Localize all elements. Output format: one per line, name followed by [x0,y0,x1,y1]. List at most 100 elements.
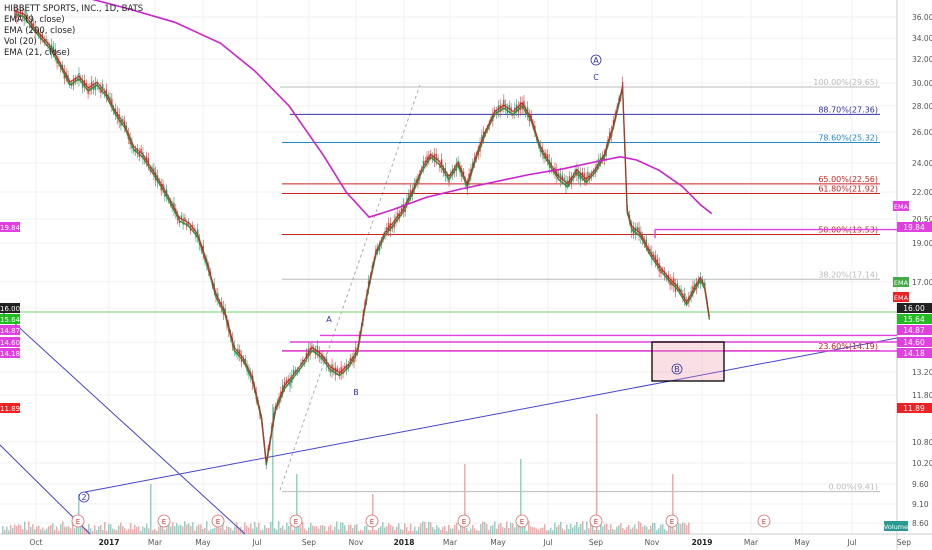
volume-bar [198,524,200,534]
legend-ema9[interactable]: EMA (9, close) [4,15,65,25]
candle-body [645,239,648,246]
volume-bar [246,525,248,534]
volume-badge [884,521,908,531]
volume-bar [26,529,28,534]
volume-bar [148,528,150,534]
volume-bar [296,474,298,534]
candle-body [58,60,60,64]
volume-bar [476,530,478,534]
volume-bar [280,527,282,534]
candle-body [116,111,119,119]
volume-bar [34,529,36,534]
volume-bar [406,527,408,534]
volume-bar [436,525,438,534]
volume-bar [46,528,48,534]
wave-circle [671,363,683,375]
volume-bar [668,525,670,534]
volume-bar [564,530,566,534]
candle-body [510,107,512,112]
earnings-marker-circle [757,514,771,528]
price-badge-left-label: 16.00 [0,305,20,313]
volume-badge-label: Volume [884,523,908,531]
volume-bar [358,530,360,534]
candle-body [636,226,638,232]
legend-ema200[interactable]: EMA (200, close) [4,26,76,36]
candle-body [305,352,308,358]
volume-bar [102,529,104,534]
volume-bar [204,527,206,534]
volume-bar [100,525,102,534]
candle-body [335,367,337,375]
candle-body [592,171,595,174]
volume-bar [292,530,294,534]
wave-label: B [674,365,680,374]
volume-bar [366,525,368,534]
fib-label: 65.00%(22.56) [818,175,878,184]
candle-body [329,368,331,373]
volume-bar [24,521,26,534]
price-axis: 36.00 34.00 32.00 30.00 28.00 26.00 24.00 22.00… [0,13,932,531]
volume-bar [14,524,16,534]
fib-label: 100.00%(29.65) [813,78,878,87]
candle-body [621,81,624,89]
candle-body [285,380,288,384]
candle-body [694,283,696,288]
volume-bar [2,526,4,534]
volume-bar [274,528,276,534]
trendline-up [84,337,898,493]
candle-body [652,254,655,257]
volume-bar [470,528,472,534]
volume-bar [518,525,520,534]
price-badge-right-label: 11.89 [903,404,925,413]
candle-body [692,285,694,293]
x-tick-label: Jul [846,538,856,547]
volume-bar [656,530,658,534]
y-tick-label: 34.00 [912,34,932,43]
volume-bar [130,523,132,534]
volume-bar [290,524,292,534]
candle-body [557,173,560,177]
volume-bar [374,529,376,534]
volume-bar [142,526,144,534]
candle-body [406,197,408,204]
volume-bar [282,525,284,534]
volume-bar [256,527,258,534]
volume-bar [432,527,434,534]
volume-bar [624,529,626,534]
legend-ema21[interactable]: EMA (21, close) [4,48,70,58]
volume-bar [658,528,660,534]
candle-body [109,96,111,101]
candle-body [294,369,297,373]
volume-bar [114,529,116,534]
x-tick-label: Nov [349,538,364,547]
volume-bar [600,522,602,534]
volume-bar [396,526,398,534]
volume-bar [362,530,364,534]
candle-body [27,16,29,20]
volume-bar [112,528,114,534]
candle-body [594,168,596,174]
earnings-marker-label: E [462,518,466,526]
candle-body [422,161,425,168]
candle-body [349,358,352,363]
volume-bar [270,521,272,534]
fib-label: 23.60%(14.19) [818,342,878,351]
volume-bar [252,528,254,534]
candle-body [184,217,186,222]
volume-bar [64,526,66,534]
volume-bar [620,523,622,534]
candle-body [583,173,585,181]
volume-bar [40,529,42,534]
x-tick-label: Mar [443,538,458,547]
legend-volume[interactable]: Vol (20) [4,37,37,47]
volume-bar [528,521,530,534]
chart-title: HIBBETT SPORTS, INC., 1D, BATS [4,4,144,14]
candle-body [54,48,56,57]
ema-badge [893,201,909,211]
price-badge-left [0,314,20,324]
highlight-boxes [651,341,725,382]
volume-bar [264,525,266,534]
volume-bar [186,524,188,534]
volume-bar [80,523,82,534]
